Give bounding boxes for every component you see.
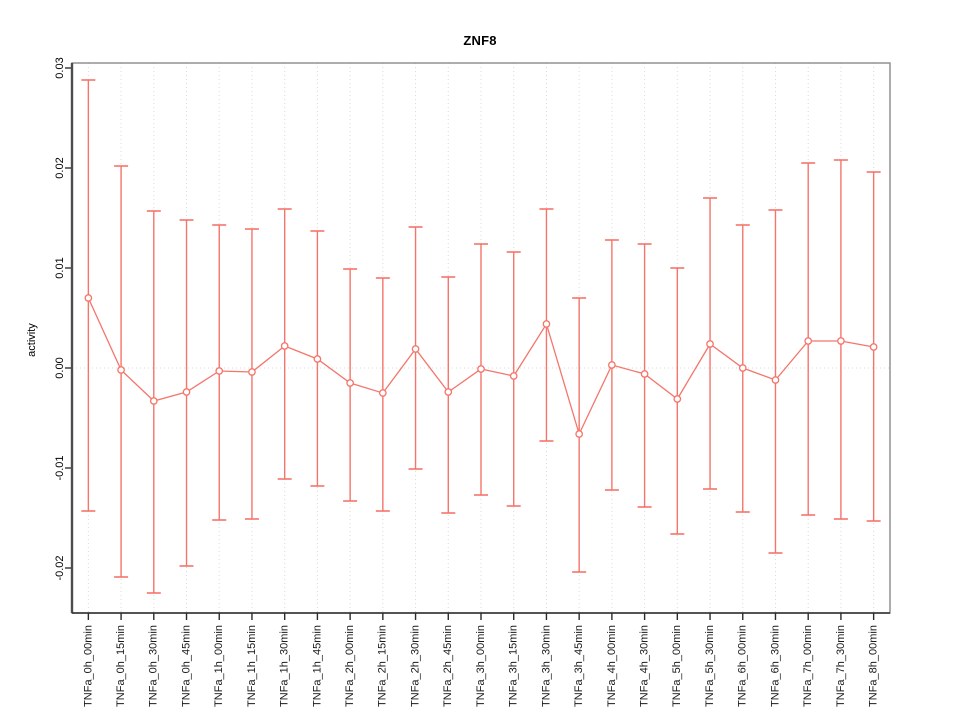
x-axis-tick-label: TNFa_7h_30min	[835, 625, 847, 707]
error-bars	[81, 79, 881, 594]
x-axis-tick-label: TNFa_5h_00min	[671, 625, 683, 707]
y-axis-tick-label: 0.03	[54, 57, 66, 78]
x-axis-tick-label: TNFa_0h_15min	[115, 625, 127, 707]
x-axis-tick-label: TNFa_4h_30min	[639, 625, 651, 707]
data-point-marker	[477, 365, 485, 373]
data-point-marker	[837, 337, 845, 345]
y-axis-tick-label: -0.02	[54, 555, 66, 580]
data-point-marker	[804, 337, 813, 345]
x-axis-tick-label: TNFa_2h_30min	[409, 625, 421, 707]
data-point-marker	[738, 364, 747, 372]
data-point-marker	[117, 366, 125, 374]
y-axis: -0.02 -0.01 0.00 0.01 0.02 0.03	[54, 57, 74, 613]
y-axis-tick-label: 0.00	[54, 357, 66, 378]
x-axis-tick-label: TNFa_7h_00min	[802, 625, 814, 707]
x-axis-tick-label: TNFa_1h_30min	[279, 625, 291, 707]
y-axis-tick-label: 0.01	[54, 257, 66, 278]
x-axis: TNFa_0h_00min TNFa_0h_15min TNFa_0h_30min T…	[72, 612, 890, 707]
data-point-marker	[84, 294, 93, 302]
x-axis-tick-label: TNFa_3h_45min	[573, 625, 585, 707]
x-axis-tick-label: TNFa_6h_00min	[737, 625, 749, 707]
data-point-marker	[182, 388, 191, 396]
x-axis-tick-label: TNFa_0h_00min	[82, 625, 94, 707]
x-axis-tick-label: TNFa_2h_15min	[377, 625, 389, 707]
data-point-marker	[346, 379, 354, 387]
y-axis-tick-label: 0.02	[54, 157, 66, 178]
data-point-marker	[411, 345, 420, 353]
data-point-marker	[280, 342, 289, 350]
x-axis-tick-label: TNFa_6h_30min	[769, 625, 781, 707]
x-axis-tick-label: TNFa_3h_30min	[540, 625, 552, 707]
x-axis-tick-label: TNFa_0h_30min	[148, 625, 160, 707]
data-point-marker	[378, 389, 387, 397]
data-point-marker	[542, 320, 551, 328]
data-point-marker	[509, 372, 518, 380]
data-point-marker	[215, 367, 224, 375]
x-axis-tick-label: TNFa_3h_15min	[508, 625, 520, 707]
x-axis-tick-label: TNFa_1h_00min	[213, 625, 225, 707]
data-point-marker	[706, 340, 714, 348]
x-axis-tick-label: TNFa_3h_00min	[475, 625, 487, 707]
data-point-marker	[608, 361, 616, 369]
data-point-marker	[444, 388, 453, 396]
x-axis-tick-label: TNFa_5h_30min	[704, 625, 716, 707]
page-title: ZNF8	[463, 33, 497, 48]
data-point-marker	[248, 368, 256, 376]
data-point-marker	[575, 430, 584, 438]
x-axis-tick-label: TNFa_4h_00min	[606, 625, 618, 707]
x-axis-tick-label: TNFa_1h_45min	[311, 625, 323, 707]
data-point-marker	[313, 355, 322, 363]
x-axis-tick-label: TNFa_2h_45min	[442, 625, 454, 707]
data-point-marker	[640, 370, 649, 378]
x-axis-tick-label: TNFa_2h_00min	[344, 625, 356, 707]
x-axis-tick-label: TNFa_8h_00min	[868, 625, 880, 707]
y-axis-tick-label: -0.01	[54, 455, 66, 480]
x-axis-tick-label: TNFa_1h_15min	[246, 625, 258, 707]
data-point-marker	[149, 397, 158, 405]
data-point-marker	[771, 376, 780, 384]
data-point-marker	[673, 395, 682, 403]
x-axis-tick-label: TNFa_0h_45min	[180, 625, 192, 707]
data-point-marker	[869, 343, 878, 351]
data-points	[84, 294, 878, 438]
